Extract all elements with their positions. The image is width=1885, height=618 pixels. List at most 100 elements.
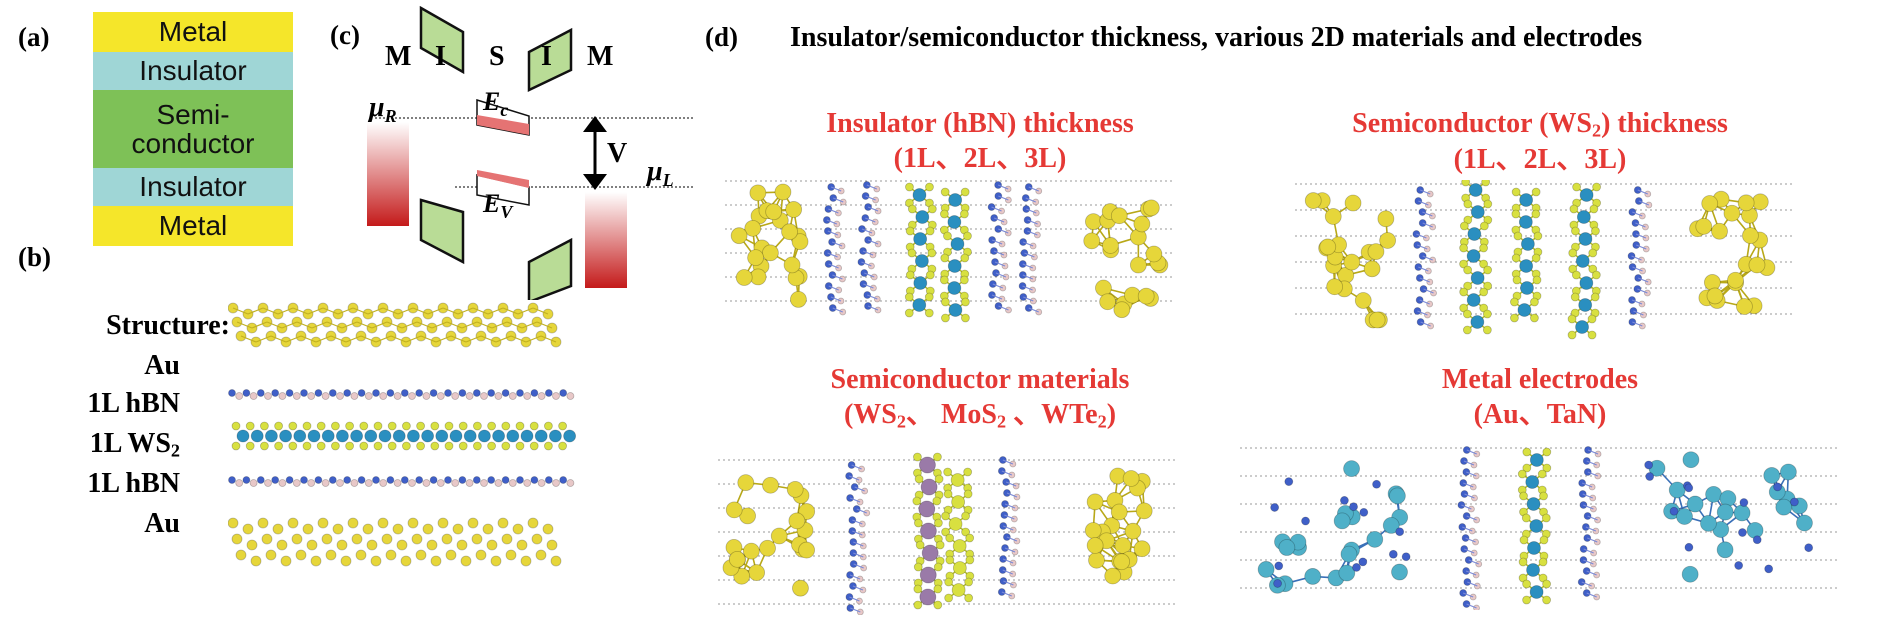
au-atom [531,533,543,545]
s-atom [1479,303,1489,313]
w-atom [534,429,548,443]
metal-atom [1257,561,1275,578]
metal-atom [1736,298,1753,315]
b-atom [858,520,866,528]
s-atom [941,297,950,307]
n-atom [1734,561,1744,570]
hbn-atom [242,389,251,397]
s-atom [472,441,482,451]
b-atom [874,240,882,248]
metal-atom [798,541,815,559]
metal-atom [1519,259,1534,273]
s-atom [933,600,943,610]
metal-atom [1706,287,1724,305]
structure-hbn-top: 1L hBN [87,388,180,419]
au-atom [505,549,517,561]
metal-atom [737,474,755,492]
au-atom [535,549,547,561]
metal-atom [1579,188,1594,202]
hbn-atom [566,479,575,487]
au-atom [546,539,558,551]
s-atom [1459,259,1468,269]
metal-atom [1340,545,1358,563]
n-atom [1459,589,1468,597]
s-atom [1541,513,1551,523]
au-atom [370,555,382,567]
metal-atom [744,219,762,237]
hbn-thickness-title: Insulator (hBN) thickness (1L、2L、3L) [826,108,1134,174]
w-atom [321,429,335,443]
s-atom [316,441,326,451]
s-atom [501,441,511,451]
n-atom [1019,238,1028,246]
au-atom [351,533,363,545]
metal-atom [762,244,779,262]
hbn-atom [566,392,575,400]
au-atom [325,549,337,561]
w-atom [364,429,378,443]
au-atom [366,539,378,551]
structure-au-bottom: Au [144,508,180,539]
metal-atom [1129,256,1147,274]
w-atom [279,429,292,443]
n-atom [1739,498,1749,507]
b-atom [834,231,842,239]
hbn-atom [516,476,524,484]
metal-atom [1470,271,1485,285]
s-atom [963,467,973,477]
metal-atom [1382,517,1400,534]
metal-atom [1676,508,1693,525]
structure-au-top: Au [144,350,180,381]
s-atom [933,452,942,462]
metal-atom [739,507,756,525]
metal-atom [1527,541,1541,555]
metal-atom [1796,514,1813,532]
s-atom [1537,469,1547,479]
s-atom [913,584,923,594]
metal-atom [1133,215,1151,233]
metal-electrodes-structure [1240,446,1840,610]
w-atom [435,429,449,443]
s-atom [260,421,269,431]
metal-atom [1723,204,1741,222]
n-atom [829,194,838,202]
b-atom [1029,264,1037,272]
metal-atom [790,291,807,308]
hbn-atom [386,389,395,397]
metal-atom [783,256,801,274]
metal-atom [1711,222,1728,240]
metal-atom [786,480,804,498]
hbn-atom [264,479,272,487]
hbn-atom [307,392,316,400]
metal-atom [948,303,963,317]
metal-atom [1326,278,1344,296]
hbn-atom [271,476,280,484]
s-atom [1459,287,1469,297]
s-atom [1481,180,1491,187]
label-m-left: M [385,41,411,72]
s-atom [416,421,426,431]
s-atom [913,562,923,572]
s-atom [1519,535,1529,545]
metal-atom [914,254,929,268]
metal-atom [781,223,798,241]
b-atom [1590,549,1598,557]
hbn-atom [372,389,380,397]
s-atom [943,467,953,477]
n-atom [828,271,837,279]
metal-atom [1133,540,1151,558]
metal-atom [1145,245,1163,263]
s-atom [905,270,915,280]
s-atom [1567,330,1577,340]
metal-atom [762,476,779,494]
metal-atom [1379,232,1397,249]
metal-atom [1526,563,1540,577]
metal-atom [1575,320,1589,334]
n-atom [1413,241,1422,249]
metal-atom [1104,567,1122,585]
ws2-thickness-structure [1295,180,1795,340]
n-atom [1582,567,1591,575]
metal-atom [1575,254,1590,268]
metal-atom [1517,303,1532,317]
s-atom [1510,313,1519,323]
